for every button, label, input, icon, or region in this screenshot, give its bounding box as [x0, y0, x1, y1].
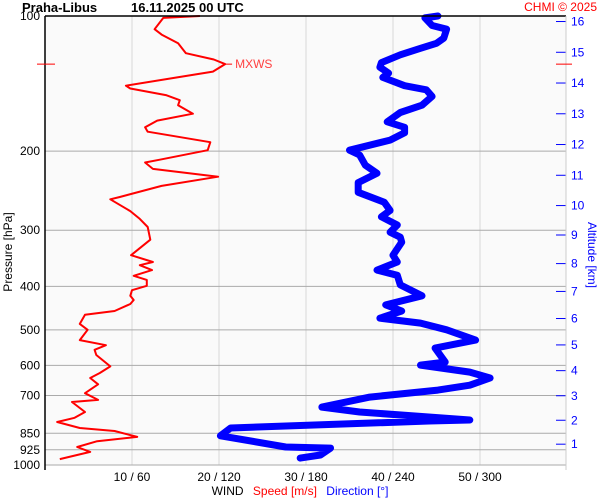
speed-series-line: [56, 15, 227, 461]
chart-title-station: Praha-Libus: [22, 0, 97, 15]
credit-label: CHMI © 2025: [524, 0, 597, 14]
altitude-tick-label: 7: [571, 284, 578, 298]
mxws-label: MXWS: [235, 57, 272, 71]
altitude-tick-label: 12: [571, 138, 585, 152]
y-right-axis-label: Altitude [km]: [585, 222, 599, 288]
altitude-tick-label: 4: [571, 364, 578, 378]
altitude-tick-label: 15: [571, 45, 585, 59]
y-tick-label: 925: [20, 443, 40, 457]
x-axis-label-wind: WIND: [212, 484, 244, 498]
x-axis-label-speed: Speed [m/s]: [253, 484, 317, 498]
altitude-tick-label: 14: [571, 76, 585, 90]
x-axis-label: WIND Speed [m/s] Direction [°]: [212, 484, 389, 498]
altitude-tick-label: 9: [571, 228, 578, 242]
y-tick-label: 700: [20, 388, 40, 402]
altitude-tick-label: 11: [571, 168, 584, 182]
x-tick-label: 50 / 300: [458, 470, 502, 484]
y-tick-label: 600: [20, 358, 40, 372]
y-tick-label: 850: [20, 426, 40, 440]
y-axis-label: Pressure [hPa]: [1, 212, 15, 291]
altitude-tick-label: 2: [571, 413, 578, 427]
altitude-tick-label: 8: [571, 257, 578, 271]
y-tick-label: 300: [20, 223, 40, 237]
altitude-tick-label: 6: [571, 312, 578, 326]
y-tick-label: 100: [20, 9, 40, 23]
x-axis-label-direction: Direction [°]: [326, 484, 388, 498]
altitude-tick-label: 13: [571, 107, 585, 121]
altitude-tick-label: 5: [571, 338, 578, 352]
y-tick-label: 1000: [13, 458, 40, 472]
x-tick-label: 20 / 120: [197, 470, 241, 484]
y-tick-label: 400: [20, 279, 40, 293]
y-tick-label: 500: [20, 323, 40, 337]
altitude-tick-label: 3: [571, 389, 578, 403]
altitude-tick-label: 16: [571, 15, 585, 29]
x-tick-label: 10 / 60: [114, 470, 151, 484]
altitude-tick-label: 1: [571, 437, 578, 451]
x-tick-label: 40 / 240: [371, 470, 415, 484]
chart-title-datetime: 16.11.2025 00 UTC: [131, 0, 244, 15]
x-tick-label: 30 / 180: [284, 470, 328, 484]
altitude-tick-label: 10: [571, 199, 585, 213]
y-tick-label: 200: [20, 144, 40, 158]
direction-series-line: [216, 12, 494, 462]
